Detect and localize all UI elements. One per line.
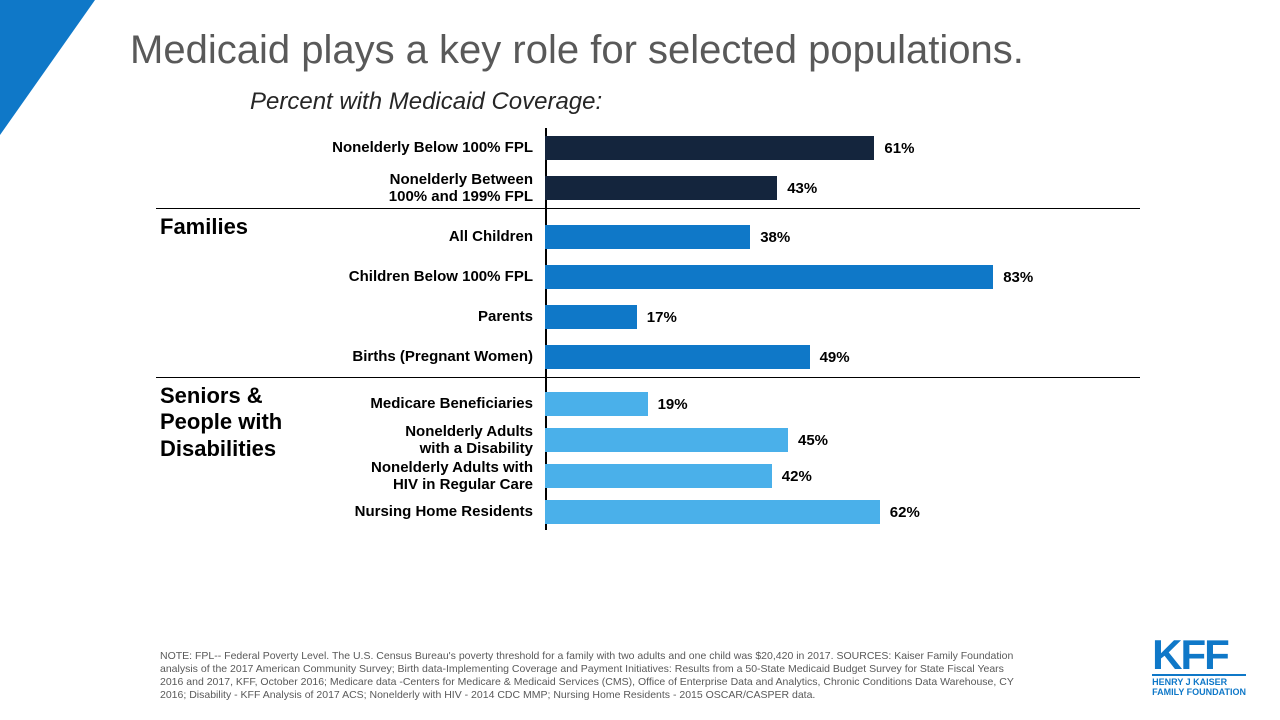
kff-logo-small: HENRY J KAISER FAMILY FOUNDATION: [1152, 674, 1246, 698]
bar-label: Nursing Home Residents: [160, 503, 545, 520]
bar-label: Nonelderly Adults withHIV in Regular Car…: [160, 459, 545, 494]
group-title: Families: [160, 214, 248, 240]
bar: [545, 225, 750, 249]
bar-cell: 61%: [545, 128, 1100, 168]
bar-value: 43%: [787, 180, 817, 197]
slide: Medicaid plays a key role for selected p…: [0, 0, 1280, 720]
slide-title: Medicaid plays a key role for selected p…: [130, 28, 1024, 73]
chart-row: Children Below 100% FPL 83%: [160, 257, 1100, 297]
bar: [545, 136, 874, 160]
bar: [545, 392, 648, 416]
bar-value: 83%: [1003, 269, 1033, 286]
bar: [545, 345, 810, 369]
kff-logo-big: KFF: [1152, 637, 1246, 673]
bar: [545, 464, 772, 488]
bar: [545, 500, 880, 524]
bar-cell: 45%: [545, 422, 1100, 458]
bar-label: Nonelderly Below 100% FPL: [160, 139, 545, 156]
bar-cell: 62%: [545, 494, 1100, 530]
bar: [545, 176, 777, 200]
bar: [545, 305, 637, 329]
bar-value: 19%: [658, 396, 688, 413]
bar-cell: 43%: [545, 168, 1100, 208]
chart-group: Nonelderly Below 100% FPL61%Nonelderly B…: [160, 128, 1100, 208]
corner-decoration: [0, 0, 95, 135]
bar-label: Births (Pregnant Women): [160, 348, 545, 365]
kff-logo: KFF HENRY J KAISER FAMILY FOUNDATION: [1152, 637, 1246, 698]
bar-label: Children Below 100% FPL: [160, 268, 545, 285]
bar-cell: 17%: [545, 297, 1100, 337]
chart-group: FamiliesAll Children38%Children Below 10…: [160, 208, 1100, 377]
bar-chart: Nonelderly Below 100% FPL61%Nonelderly B…: [160, 128, 1100, 530]
chart-row: Parents 17%: [160, 297, 1100, 337]
chart-row: All Children38%: [160, 217, 1100, 257]
chart-row: Nonelderly Adults withHIV in Regular Car…: [160, 458, 1100, 494]
bar-value: 17%: [647, 309, 677, 326]
chart-row: Nonelderly Below 100% FPL 61%: [160, 128, 1100, 168]
bar-label: Nonelderly Between100% and 199% FPL: [160, 171, 545, 206]
chart-row: Births (Pregnant Women) 49%: [160, 337, 1100, 377]
bar-cell: 83%: [545, 257, 1100, 297]
bar-cell: 49%: [545, 337, 1100, 377]
bar-value: 45%: [798, 432, 828, 449]
bar-value: 38%: [760, 229, 790, 246]
footnote-text: NOTE: FPL-- Federal Poverty Level. The U…: [160, 650, 1030, 703]
slide-subtitle: Percent with Medicaid Coverage:: [250, 88, 602, 116]
bar-value: 49%: [820, 349, 850, 366]
bar-value: 61%: [884, 140, 914, 157]
chart-row: Nonelderly Between100% and 199% FPL 43%: [160, 168, 1100, 208]
bar-cell: 42%: [545, 458, 1100, 494]
bar: [545, 265, 993, 289]
bar-value: 42%: [782, 468, 812, 485]
bar-cell: 19%: [545, 386, 1100, 422]
chart-row: Nursing Home Residents 62%: [160, 494, 1100, 530]
bar: [545, 428, 788, 452]
bar-label: Parents: [160, 308, 545, 325]
bar-cell: 38%: [545, 217, 1100, 257]
bar-value: 62%: [890, 504, 920, 521]
group-title: Seniors & People with Disabilities: [160, 383, 320, 462]
chart-group: Seniors & People with DisabilitiesMedica…: [160, 377, 1100, 530]
